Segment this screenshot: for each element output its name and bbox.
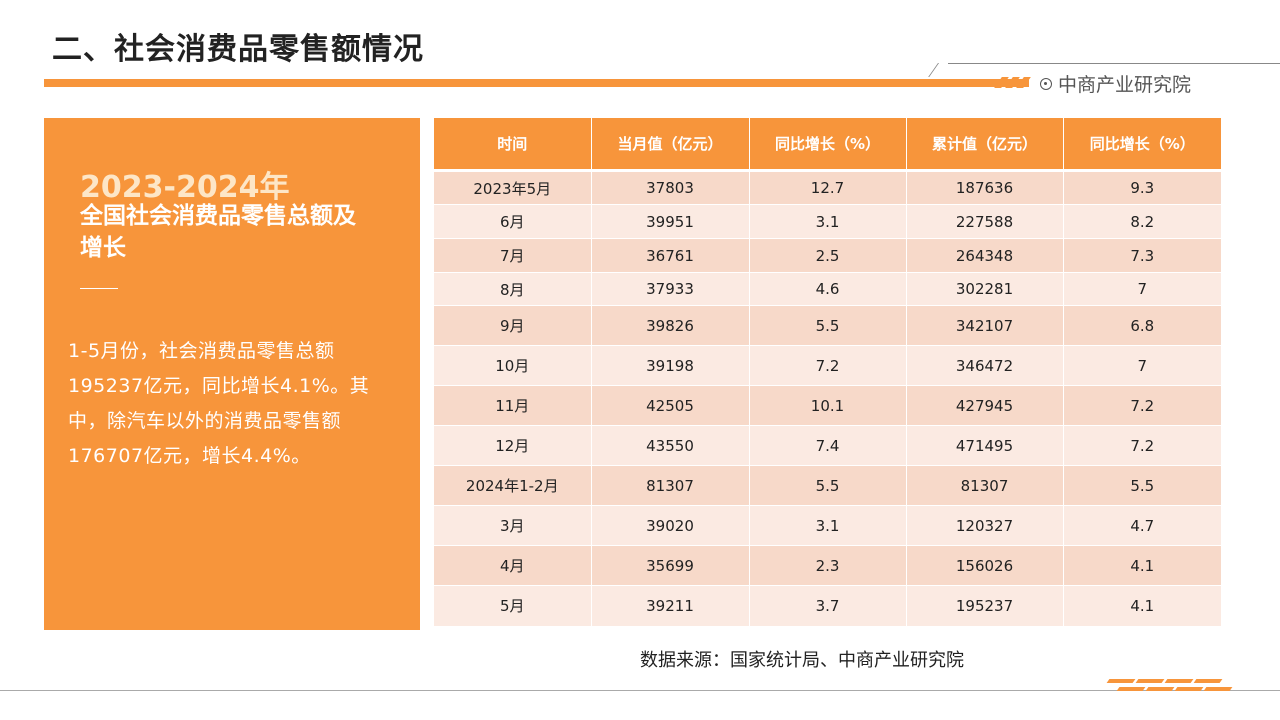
table-row: 11月 42505 10.1 427945 7.2 (434, 385, 1221, 426)
cell-cumulative-value: 302281 (906, 272, 1064, 306)
cell-monthly-growth: 5.5 (749, 305, 907, 346)
cell-monthly-value: 39211 (591, 585, 750, 626)
header-divider-diagonal (928, 63, 939, 77)
panel-description: 1-5月份，社会消费品零售总额195237亿元，同比增长4.1%。其中，除汽车以… (68, 340, 370, 467)
table-row: 4月 35699 2.3 156026 4.1 (434, 545, 1221, 586)
cell-time: 8月 (434, 272, 592, 306)
cell-cumulative-growth: 7.2 (1063, 385, 1221, 426)
cell-time: 2024年1-2月 (434, 465, 592, 506)
header-time: 时间 (434, 118, 592, 171)
cell-monthly-value: 39951 (591, 204, 750, 239)
cell-cumulative-value: 227588 (906, 204, 1064, 239)
cell-cumulative-growth: 4.7 (1063, 505, 1221, 546)
header-monthly-growth: 同比增长（%） (749, 118, 907, 171)
cell-cumulative-value: 471495 (906, 425, 1064, 466)
cell-cumulative-growth: 7 (1063, 345, 1221, 386)
cell-time: 7月 (434, 238, 592, 273)
cell-monthly-value: 39020 (591, 505, 750, 546)
table-row: 7月 36761 2.5 264348 7.3 (434, 238, 1221, 273)
cell-time: 10月 (434, 345, 592, 386)
cell-cumulative-growth: 7.3 (1063, 238, 1221, 273)
cell-cumulative-value: 264348 (906, 238, 1064, 273)
brand-name: 中商产业研究院 (1058, 74, 1192, 96)
cell-monthly-value: 37933 (591, 272, 750, 306)
header-cumulative-value: 累计值（亿元） (906, 118, 1064, 171)
cell-time: 6月 (434, 204, 592, 239)
header-monthly-value: 当月值（亿元） (591, 118, 750, 171)
cell-monthly-growth: 5.5 (749, 465, 907, 506)
cell-cumulative-value: 81307 (906, 465, 1064, 506)
decorative-stripes (994, 77, 1031, 88)
cell-time: 9月 (434, 305, 592, 346)
cell-time: 2023年5月 (434, 169, 592, 205)
cell-cumulative-growth: 7 (1063, 272, 1221, 306)
cell-monthly-growth: 7.4 (749, 425, 907, 466)
cell-cumulative-growth: 6.8 (1063, 305, 1221, 346)
table-row: 10月 39198 7.2 346472 7 (434, 345, 1221, 386)
cell-cumulative-value: 187636 (906, 169, 1064, 205)
data-source: 数据来源：国家统计局、中商产业研究院 (640, 650, 964, 671)
cell-monthly-value: 39198 (591, 345, 750, 386)
footer-stripes (1106, 679, 1223, 683)
cell-monthly-value: 42505 (591, 385, 750, 426)
footer-stripes-lower (1116, 687, 1233, 691)
cell-cumulative-growth: 5.5 (1063, 465, 1221, 506)
summary-panel: 2023-2024年 全国社会消费品零售总额及增长 1-5月份，社会消费品零售总… (44, 118, 420, 630)
cell-monthly-growth: 3.1 (749, 505, 907, 546)
cell-monthly-growth: 4.6 (749, 272, 907, 306)
cell-monthly-value: 81307 (591, 465, 750, 506)
brand-logo: 中商产业研究院 (1040, 70, 1191, 97)
table-row: 2024年1-2月 81307 5.5 81307 5.5 (434, 465, 1221, 506)
cell-cumulative-value: 427945 (906, 385, 1064, 426)
footer-divider (0, 690, 1280, 691)
brand-circle-icon (1040, 77, 1052, 90)
cell-cumulative-value: 346472 (906, 345, 1064, 386)
retail-sales-table: 时间 当月值（亿元） 同比增长（%） 累计值（亿元） 同比增长（%） 2023年… (434, 118, 1221, 626)
panel-divider (80, 288, 118, 289)
table-row: 2023年5月 37803 12.7 187636 9.3 (434, 169, 1221, 205)
panel-year: 2023-2024年 (80, 170, 290, 205)
cell-monthly-growth: 2.3 (749, 545, 907, 586)
cell-cumulative-growth: 4.1 (1063, 585, 1221, 626)
header-divider (948, 63, 1280, 64)
table-row: 12月 43550 7.4 471495 7.2 (434, 425, 1221, 466)
cell-cumulative-value: 120327 (906, 505, 1064, 546)
cell-time: 5月 (434, 585, 592, 626)
cell-monthly-value: 37803 (591, 169, 750, 205)
cell-time: 4月 (434, 545, 592, 586)
table-row: 8月 37933 4.6 302281 7 (434, 272, 1221, 306)
header-cumulative-growth: 同比增长（%） (1063, 118, 1221, 171)
cell-time: 11月 (434, 385, 592, 426)
cell-monthly-growth: 10.1 (749, 385, 907, 426)
table-row: 6月 39951 3.1 227588 8.2 (434, 204, 1221, 239)
cell-cumulative-growth: 7.2 (1063, 425, 1221, 466)
cell-cumulative-growth: 8.2 (1063, 204, 1221, 239)
cell-monthly-value: 43550 (591, 425, 750, 466)
table-row: 9月 39826 5.5 342107 6.8 (434, 305, 1221, 346)
table-row: 5月 39211 3.7 195237 4.1 (434, 585, 1221, 626)
cell-monthly-growth: 12.7 (749, 169, 907, 205)
cell-monthly-value: 35699 (591, 545, 750, 586)
cell-cumulative-value: 195237 (906, 585, 1064, 626)
cell-monthly-growth: 3.1 (749, 204, 907, 239)
cell-cumulative-growth: 9.3 (1063, 169, 1221, 205)
cell-monthly-value: 39826 (591, 305, 750, 346)
table-header-row: 时间 当月值（亿元） 同比增长（%） 累计值（亿元） 同比增长（%） (434, 118, 1221, 171)
title-underline (44, 79, 1029, 87)
cell-cumulative-value: 156026 (906, 545, 1064, 586)
panel-heading: 全国社会消费品零售总额及增长 (80, 203, 356, 261)
cell-cumulative-growth: 4.1 (1063, 545, 1221, 586)
cell-time: 12月 (434, 425, 592, 466)
page-title: 二、社会消费品零售额情况 (52, 32, 424, 67)
table-row: 3月 39020 3.1 120327 4.7 (434, 505, 1221, 546)
cell-monthly-growth: 3.7 (749, 585, 907, 626)
cell-monthly-growth: 7.2 (749, 345, 907, 386)
cell-time: 3月 (434, 505, 592, 546)
cell-monthly-growth: 2.5 (749, 238, 907, 273)
cell-cumulative-value: 342107 (906, 305, 1064, 346)
cell-monthly-value: 36761 (591, 238, 750, 273)
